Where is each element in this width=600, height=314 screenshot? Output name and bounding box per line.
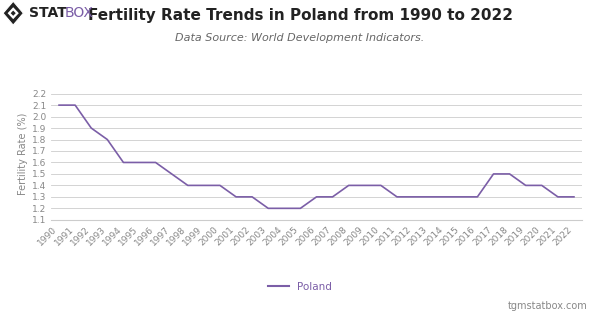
Text: Data Source: World Development Indicators.: Data Source: World Development Indicator…: [175, 33, 425, 43]
Text: STAT: STAT: [29, 6, 67, 20]
Y-axis label: Fertility Rate (%): Fertility Rate (%): [17, 113, 28, 195]
Text: Fertility Rate Trends in Poland from 1990 to 2022: Fertility Rate Trends in Poland from 199…: [88, 8, 512, 23]
Text: BOX: BOX: [65, 6, 94, 20]
Legend: Poland: Poland: [264, 278, 336, 296]
Text: tgmstatbox.com: tgmstatbox.com: [508, 301, 588, 311]
